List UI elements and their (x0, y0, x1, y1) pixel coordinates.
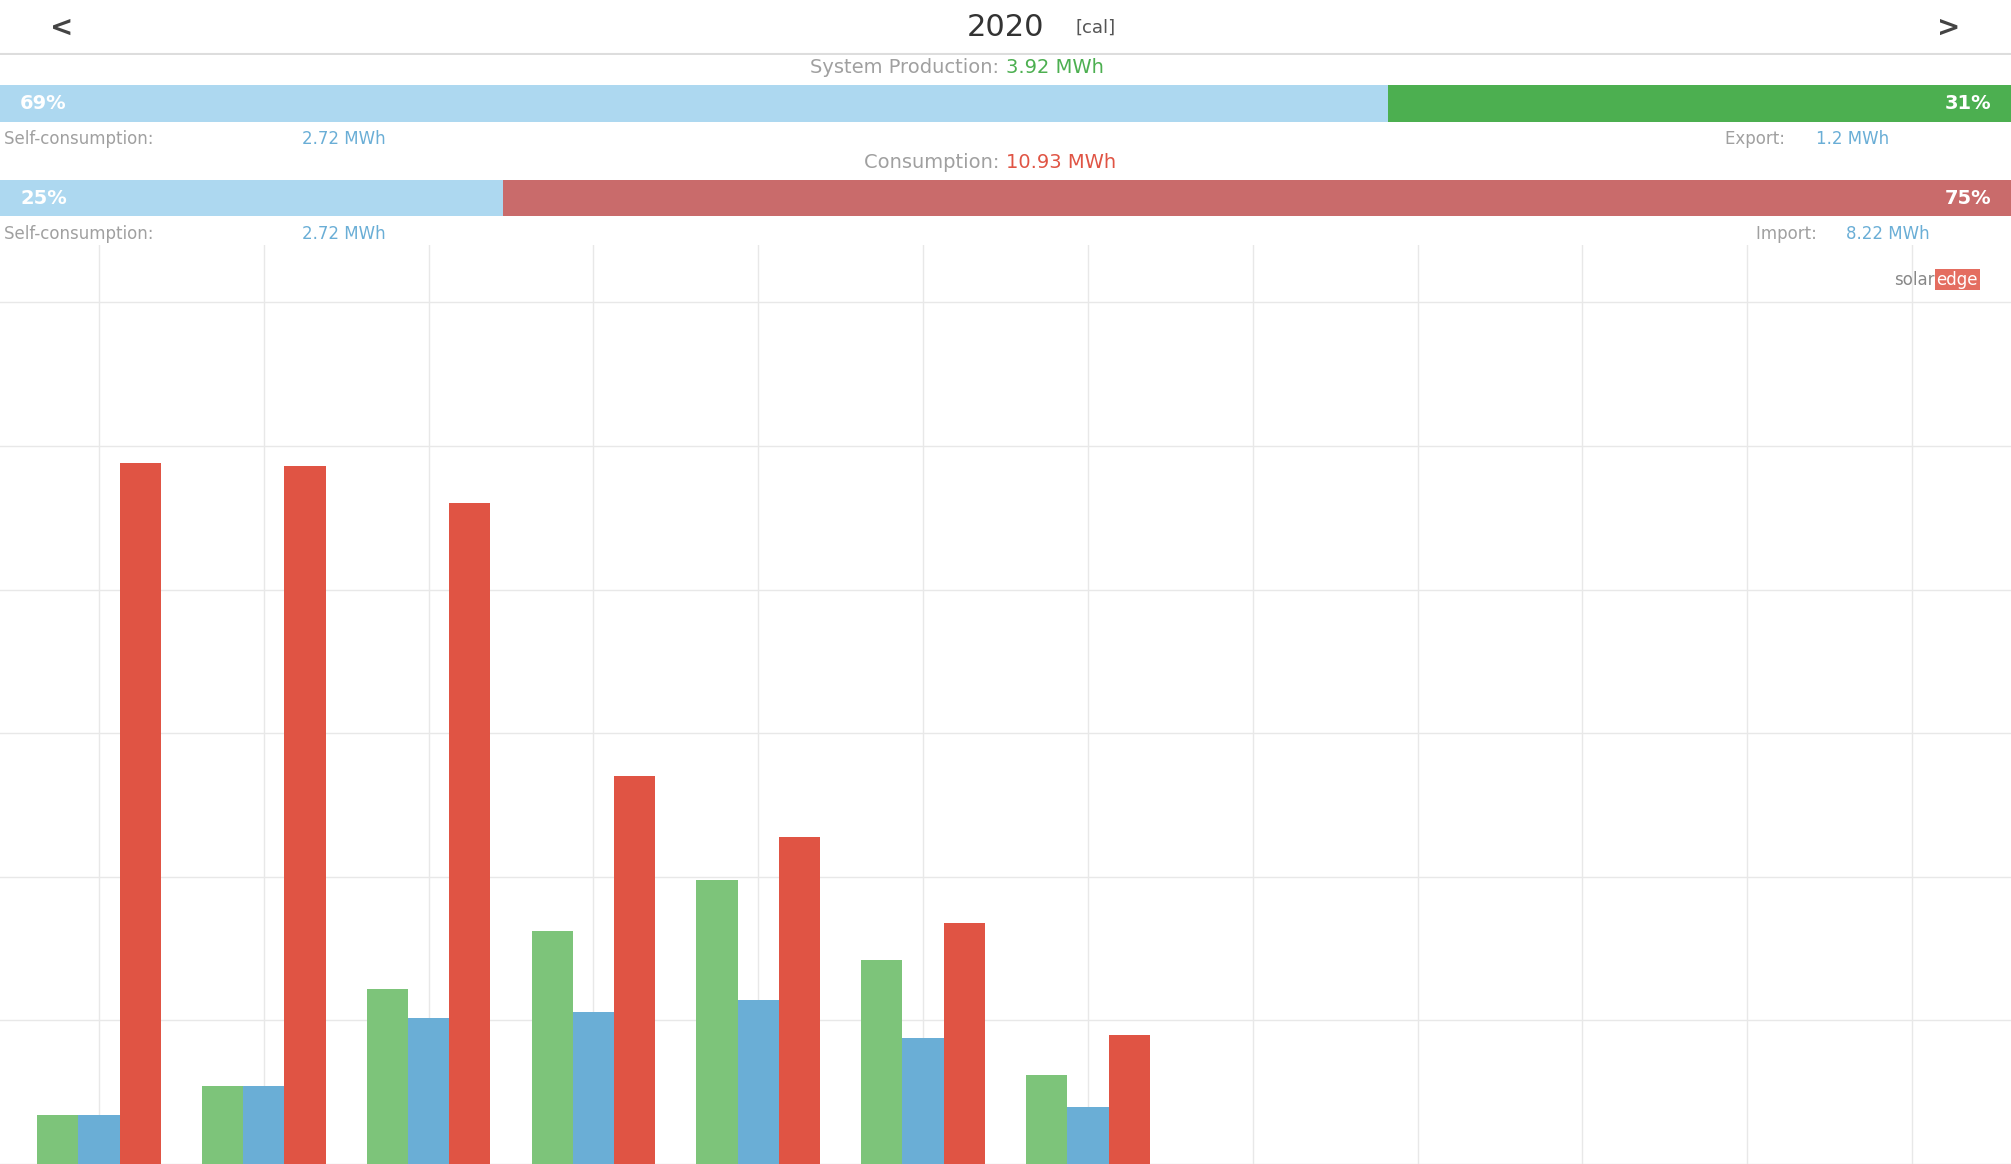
Text: edge: edge (1937, 271, 1979, 289)
Text: <: < (50, 14, 74, 42)
Bar (1026, 1076, 1068, 1164)
Bar (696, 880, 738, 1164)
Text: 2.72 MWh: 2.72 MWh (302, 130, 386, 148)
Text: 31%: 31% (1945, 94, 1991, 113)
Text: 10.93 MWh: 10.93 MWh (1006, 152, 1116, 172)
Text: 2.72 MWh: 2.72 MWh (302, 225, 386, 243)
Text: Consumption:: Consumption: (865, 152, 1006, 172)
Bar (1388, 85, 2011, 121)
Bar (0, 85, 1388, 121)
Bar (78, 1115, 119, 1164)
Bar (408, 1017, 448, 1164)
Bar (1068, 1107, 1108, 1164)
Bar (738, 1000, 778, 1164)
Bar (119, 463, 161, 1164)
Bar (201, 1086, 243, 1164)
Bar (284, 466, 326, 1164)
Bar (448, 504, 491, 1164)
Text: System Production:: System Production: (810, 58, 1006, 77)
Text: Export:: Export: (1725, 130, 1790, 148)
Bar (531, 931, 573, 1164)
Bar (778, 837, 820, 1164)
Bar (903, 1037, 943, 1164)
Bar (943, 923, 985, 1164)
Bar (243, 1086, 284, 1164)
Bar (613, 776, 656, 1164)
Text: 8.22 MWh: 8.22 MWh (1846, 225, 1931, 243)
Bar (503, 180, 2011, 217)
Text: Self-consumption:: Self-consumption: (4, 130, 159, 148)
Text: Self-consumption:: Self-consumption: (4, 225, 159, 243)
Text: solar: solar (1894, 271, 1935, 289)
Text: 2020: 2020 (967, 13, 1044, 42)
Text: Import:: Import: (1756, 225, 1822, 243)
Bar (1108, 1035, 1150, 1164)
Bar (0, 180, 503, 217)
Text: 1.2 MWh: 1.2 MWh (1816, 130, 1888, 148)
Text: 25%: 25% (20, 189, 66, 208)
Text: >: > (1937, 14, 1961, 42)
Text: 75%: 75% (1945, 189, 1991, 208)
Text: 3.92 MWh: 3.92 MWh (1006, 58, 1104, 77)
Text: 69%: 69% (20, 94, 66, 113)
Bar (366, 988, 408, 1164)
Text: [cal]: [cal] (1076, 19, 1116, 36)
Bar (573, 1012, 613, 1164)
Bar (36, 1115, 78, 1164)
Bar (861, 960, 903, 1164)
